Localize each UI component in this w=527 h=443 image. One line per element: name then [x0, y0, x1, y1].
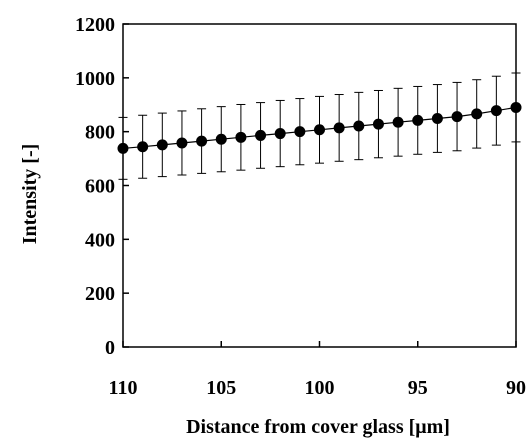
x-tick-label: 105 — [206, 377, 236, 399]
y-tick-label: 200 — [85, 283, 115, 305]
data-point — [510, 101, 522, 113]
data-point — [294, 126, 306, 138]
y-tick-label: 600 — [85, 176, 115, 198]
x-tick-label: 100 — [305, 377, 335, 399]
data-point — [353, 120, 365, 132]
data-point — [137, 141, 149, 153]
data-point — [274, 128, 286, 140]
x-tick-label: 110 — [109, 377, 138, 399]
data-point — [196, 135, 208, 147]
x-tick-label: 95 — [408, 377, 428, 399]
y-axis-title: Intensity [-] — [19, 144, 41, 245]
data-point — [156, 139, 168, 151]
y-tick-label: 1200 — [75, 14, 115, 36]
plot-frame — [122, 23, 517, 348]
data-point — [255, 129, 267, 141]
data-point — [431, 112, 443, 124]
data-point — [392, 116, 404, 128]
data-point — [333, 122, 345, 134]
y-tick-label: 0 — [105, 337, 115, 359]
data-point — [451, 111, 463, 123]
data-point — [471, 108, 483, 120]
y-tick-label: 1000 — [75, 68, 115, 90]
y-tick-label: 400 — [85, 229, 115, 251]
data-point — [235, 131, 247, 143]
x-tick-label: 90 — [506, 377, 526, 399]
data-point — [176, 137, 188, 149]
data-point — [215, 133, 227, 145]
plot-area — [117, 23, 522, 348]
x-axis-title: Distance from cover glass [μm] — [186, 416, 450, 438]
data-point — [372, 118, 384, 130]
data-point — [490, 105, 502, 117]
data-point — [412, 114, 424, 126]
y-axis-ticks: 0 200 400 600 800 1000 1200 — [75, 14, 129, 359]
data-point — [117, 142, 129, 154]
x-axis-ticks: 110 105 100 95 90 — [109, 341, 526, 399]
y-tick-label: 800 — [85, 122, 115, 144]
data-point — [314, 124, 325, 136]
